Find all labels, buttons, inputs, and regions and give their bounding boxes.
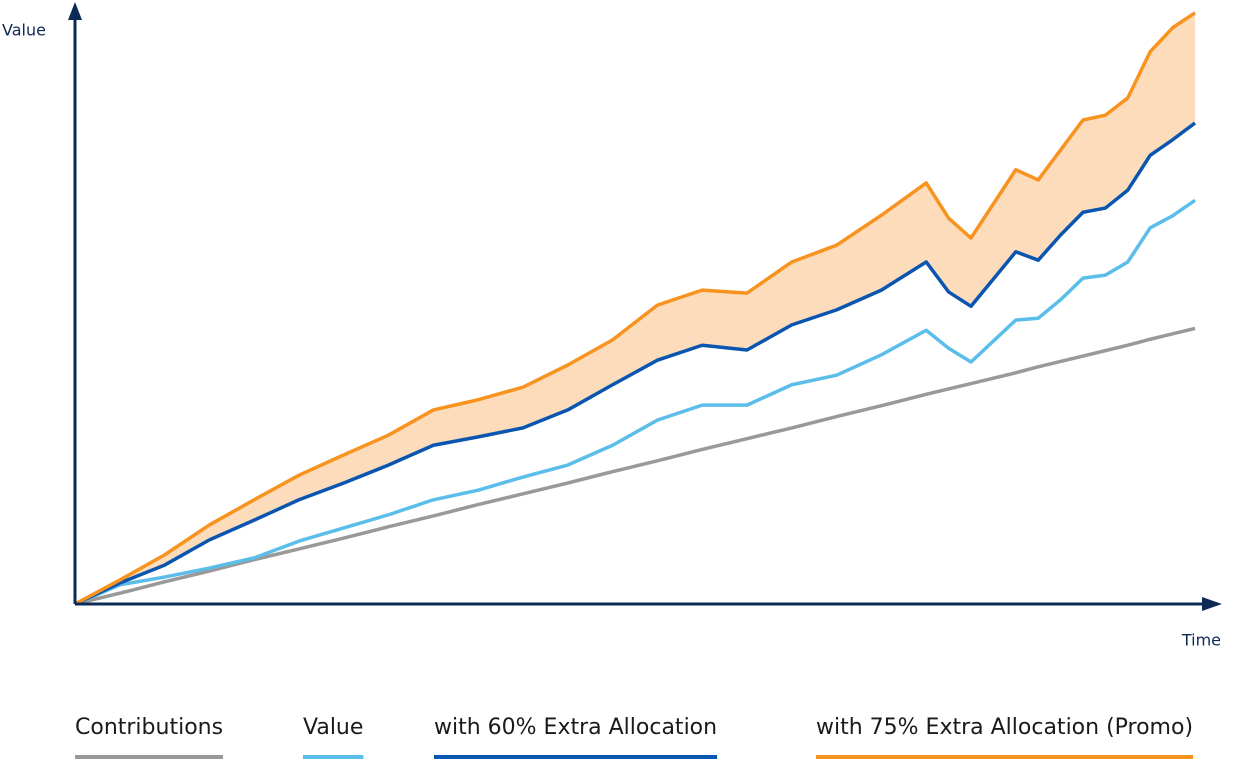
legend-label: with 60% Extra Allocation	[434, 715, 717, 740]
legend-label: Value	[303, 715, 363, 740]
y-axis-arrow	[68, 2, 82, 20]
y-axis-label: Value	[2, 21, 46, 40]
x-axis-arrow	[1202, 597, 1222, 611]
series-line	[74, 11, 1196, 606]
x-axis-label: Time	[1181, 631, 1221, 650]
series-line	[74, 326, 1196, 606]
band-area	[75, 12, 1195, 605]
series-line	[74, 121, 1197, 606]
legend-label: with 75% Extra Allocation (Promo)	[816, 715, 1193, 740]
legend-label: Contributions	[75, 715, 223, 740]
series-line	[74, 198, 1196, 606]
